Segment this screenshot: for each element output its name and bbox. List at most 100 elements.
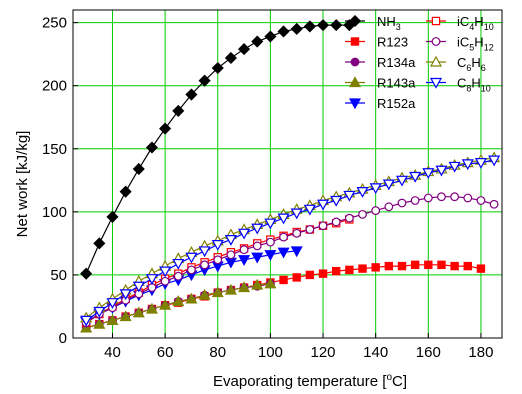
data-point	[330, 19, 343, 32]
legend-item: iC5H12	[426, 35, 494, 53]
series-NH3	[80, 19, 356, 280]
legend-label: R152a	[377, 96, 416, 111]
legend-marker	[429, 77, 443, 89]
data-point	[318, 221, 328, 231]
data-point	[450, 261, 459, 271]
y-tick-label: 150	[42, 141, 67, 158]
data-point	[384, 261, 394, 271]
legend-item: C8H10	[426, 76, 491, 94]
data-point	[93, 306, 106, 318]
data-point	[343, 190, 356, 202]
data-point	[265, 237, 275, 247]
data-point	[290, 246, 303, 258]
data-point	[106, 314, 119, 325]
data-point	[292, 273, 301, 282]
legend-item: R123	[345, 35, 408, 50]
data-point	[198, 246, 211, 258]
data-point	[277, 25, 290, 38]
data-point	[239, 245, 249, 255]
data-point	[476, 196, 486, 205]
data-point	[251, 278, 264, 290]
data-point	[185, 252, 198, 264]
data-point	[251, 252, 264, 264]
data-point	[279, 232, 288, 242]
data-point	[251, 35, 264, 48]
x-tick-label: 160	[416, 344, 441, 361]
data-point	[290, 208, 303, 220]
data-point	[198, 74, 211, 87]
data-point	[226, 250, 236, 260]
data-point	[185, 292, 198, 304]
x-axis-title-main: Evaporating temperature [	[213, 373, 387, 390]
data-point	[437, 192, 446, 202]
data-point	[211, 286, 224, 298]
data-point	[211, 240, 224, 251]
data-point	[316, 19, 330, 32]
data-point	[437, 260, 446, 270]
data-point	[119, 310, 132, 322]
data-point	[145, 302, 158, 314]
data-point	[119, 289, 132, 301]
data-point	[317, 199, 330, 211]
data-point	[80, 267, 93, 280]
data-point	[145, 141, 159, 154]
data-point	[106, 298, 119, 309]
data-point	[198, 288, 211, 300]
data-point	[224, 235, 237, 246]
y-axis-title: Net work [kJ/kg]	[14, 131, 31, 238]
data-point	[345, 265, 354, 275]
data-point	[330, 195, 343, 207]
data-point	[292, 228, 302, 238]
y-tick-label: 0	[59, 330, 67, 347]
data-point	[409, 171, 422, 183]
data-point	[93, 317, 106, 329]
data-point	[93, 237, 106, 250]
x-axis-title: Evaporating temperature [oC]	[213, 372, 407, 390]
series-C8H10	[80, 155, 501, 327]
x-tick-label: 100	[258, 344, 283, 361]
x-tick-label: 180	[468, 344, 493, 361]
legend-label: C8H10	[457, 76, 491, 94]
data-point	[318, 269, 328, 278]
data-point	[211, 61, 224, 75]
legend-label: C6H6	[457, 55, 486, 73]
data-point	[277, 247, 290, 259]
legend-label: R123	[377, 35, 408, 50]
data-point	[238, 43, 251, 56]
data-point	[488, 155, 501, 167]
data-point	[356, 187, 369, 198]
data-point	[172, 295, 185, 307]
data-point	[422, 168, 435, 179]
data-point	[344, 213, 354, 223]
legend-marker	[350, 37, 360, 46]
data-point	[185, 88, 198, 101]
data-point	[159, 298, 172, 310]
legend-item: R152a	[345, 96, 416, 111]
data-point	[279, 275, 288, 285]
data-point	[395, 175, 409, 187]
data-point	[305, 270, 315, 280]
data-point	[187, 265, 196, 275]
data-point	[371, 263, 380, 272]
data-point	[238, 255, 251, 267]
data-point	[264, 250, 277, 261]
legend-label: R134a	[377, 55, 416, 70]
data-point	[303, 204, 316, 216]
legend-label: iC4H10	[457, 14, 494, 32]
data-point	[423, 193, 433, 203]
data-point	[200, 260, 209, 270]
data-point	[159, 122, 172, 135]
data-point	[410, 196, 420, 205]
data-point	[382, 179, 395, 191]
data-point	[264, 30, 277, 43]
data-point	[303, 20, 316, 33]
y-tick-label: 250	[42, 15, 67, 32]
legend-label: R143a	[377, 76, 416, 91]
data-point	[397, 198, 407, 208]
x-tick-label: 140	[363, 344, 388, 361]
legend-marker	[348, 76, 362, 88]
data-point	[80, 315, 93, 327]
data-point	[358, 209, 367, 219]
data-point	[305, 225, 315, 234]
y-tick-label: 100	[42, 204, 67, 221]
